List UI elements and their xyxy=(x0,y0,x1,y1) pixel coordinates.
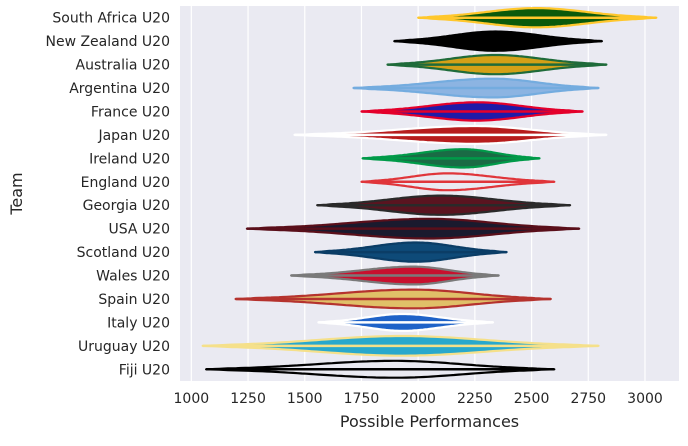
y-tick-label: France U20 xyxy=(91,104,170,120)
x-tick-label: 2250 xyxy=(457,391,493,407)
y-tick-label: New Zealand U20 xyxy=(45,34,170,50)
x-tick-label: 3000 xyxy=(627,391,663,407)
y-tick-labels: South Africa U20 New Zealand U20 Australia… xyxy=(45,11,170,379)
x-tick-label: 1500 xyxy=(287,391,323,407)
y-tick-label: Ireland U20 xyxy=(89,151,170,167)
y-tick-label: USA U20 xyxy=(109,222,170,238)
x-tick-label: 1250 xyxy=(230,391,266,407)
violins xyxy=(201,7,658,379)
x-tick-label: 1750 xyxy=(344,391,380,407)
x-tick-label: 2000 xyxy=(400,391,436,407)
grid-lines xyxy=(190,6,646,381)
y-tick-label: Fiji U20 xyxy=(119,362,170,378)
y-tick-label: Italy U20 xyxy=(107,315,170,331)
y-tick-label: Uruguay U20 xyxy=(78,339,170,355)
x-tick-label: 2500 xyxy=(514,391,550,407)
x-tick-labels: 1000 1250 1500 1750 2000 2250 2500 2750 3000 xyxy=(174,391,663,407)
x-axis-label: Possible Performances xyxy=(340,412,519,431)
y-tick-label: Spain U20 xyxy=(98,292,170,308)
y-tick-label: Argentina U20 xyxy=(69,81,170,97)
x-tick-label: 2750 xyxy=(570,391,606,407)
x-tick-label: 1000 xyxy=(174,391,210,407)
y-tick-label: Georgia U20 xyxy=(83,198,170,214)
y-tick-label: Scotland U20 xyxy=(77,245,170,261)
y-axis-label: Team xyxy=(7,172,26,215)
y-tick-label: England U20 xyxy=(81,175,170,191)
y-tick-label: Japan U20 xyxy=(97,128,170,144)
y-tick-label: Australia U20 xyxy=(76,58,170,74)
y-tick-label: South Africa U20 xyxy=(52,11,170,27)
y-tick-label: Wales U20 xyxy=(96,269,170,285)
